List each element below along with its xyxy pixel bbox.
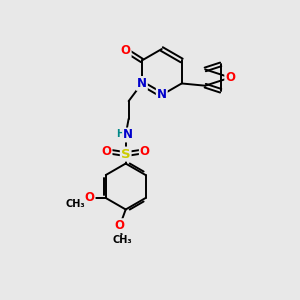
- Text: H: H: [116, 128, 124, 139]
- Text: O: O: [85, 191, 94, 205]
- Text: S: S: [121, 148, 130, 160]
- Text: CH₃: CH₃: [65, 199, 85, 209]
- Text: N: N: [157, 88, 167, 101]
- Text: O: O: [102, 145, 112, 158]
- Text: O: O: [225, 71, 235, 84]
- Text: N: N: [137, 77, 147, 90]
- Text: O: O: [121, 44, 131, 57]
- Text: O: O: [140, 145, 150, 158]
- Text: N: N: [123, 128, 133, 142]
- Text: CH₃: CH₃: [113, 236, 133, 245]
- Text: O: O: [115, 219, 125, 232]
